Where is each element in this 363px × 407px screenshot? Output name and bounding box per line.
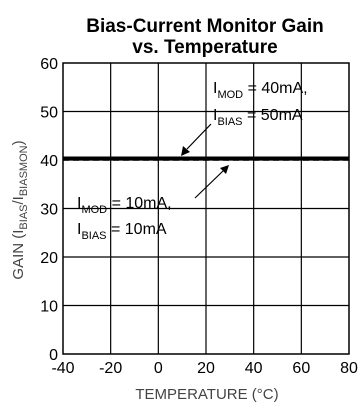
annotation-series-1-line-2: IBIAS = 50mA xyxy=(213,107,303,128)
y-axis-label-pre: GAIN (I xyxy=(10,230,27,280)
annotation-series-2-line-2-rest: = 10mA xyxy=(107,221,167,238)
tick-labels: -40 -20 0 20 40 60 80 0 10 20 30 40 50 60 xyxy=(40,56,358,377)
annotation-series-2-line-1-rest: = 10mA, xyxy=(107,195,171,212)
x-tick-label: 0 xyxy=(154,360,163,377)
annotation-series-1-line-1-main: I xyxy=(213,80,217,97)
annotation-series-2-line-1-main: I xyxy=(77,195,81,212)
y-tick-label: 30 xyxy=(40,202,58,219)
annotation-arrowhead-series-2 xyxy=(220,165,229,174)
x-tick-label: -40 xyxy=(51,360,74,377)
annotation-series-1-line-1-sub: MOD xyxy=(217,89,243,101)
y-axis-label-mid: /I xyxy=(10,196,27,204)
x-tick-label: 60 xyxy=(292,360,310,377)
y-tick-label: 60 xyxy=(40,56,58,73)
y-tick-label: 20 xyxy=(40,250,58,267)
y-tick-label: 10 xyxy=(40,299,58,316)
y-tick-label: 0 xyxy=(49,347,58,364)
annotation-series-2-line-2-main: I xyxy=(77,221,81,238)
annotation-series-1-line-1-rest: = 40mA, xyxy=(243,80,307,97)
x-tick-label: -20 xyxy=(99,360,122,377)
y-axis-label-post: ) xyxy=(10,140,27,145)
annotation-series-2-line-2-sub: BIAS xyxy=(81,230,106,242)
annotation-series-2-line-1-sub: MOD xyxy=(81,204,107,216)
annotation-arrow-series-2 xyxy=(194,170,224,199)
y-tick-label: 50 xyxy=(40,105,58,122)
y-axis-label-sub-1: BIAS xyxy=(18,204,30,229)
series-lines xyxy=(63,156,349,161)
annotation-series-1-line-2-sub: BIAS xyxy=(217,116,242,128)
chart-title-line-2: vs. Temperature xyxy=(132,37,277,58)
annotation-series-1-line-2-rest: = 50mA xyxy=(243,107,303,124)
chart-title-line-1: Bias-Current Monitor Gain xyxy=(86,16,324,37)
annotation-series-2-line-2: IBIAS = 10mA xyxy=(77,221,167,242)
annotation-series-1-line-1: IMOD = 40mA, xyxy=(213,80,308,101)
annotation-series-1-line-2-main: I xyxy=(213,107,217,124)
annotation-arrow-series-1 xyxy=(186,123,212,150)
x-tick-label: 40 xyxy=(245,360,263,377)
x-tick-label: 80 xyxy=(340,360,358,377)
y-axis-label-sub-2: BIASMON xyxy=(18,145,30,196)
plot-frame xyxy=(62,62,350,355)
annotation-arrowhead-series-1 xyxy=(181,146,190,156)
y-axis-label: GAIN (IBIAS/IBIASMON) xyxy=(10,140,30,279)
y-tick-label: 40 xyxy=(40,153,58,170)
x-tick-label: 20 xyxy=(197,360,215,377)
annotation-series-2-line-1: IMOD = 10mA, xyxy=(77,195,172,216)
x-axis-label: TEMPERATURE (°C) xyxy=(135,386,278,403)
